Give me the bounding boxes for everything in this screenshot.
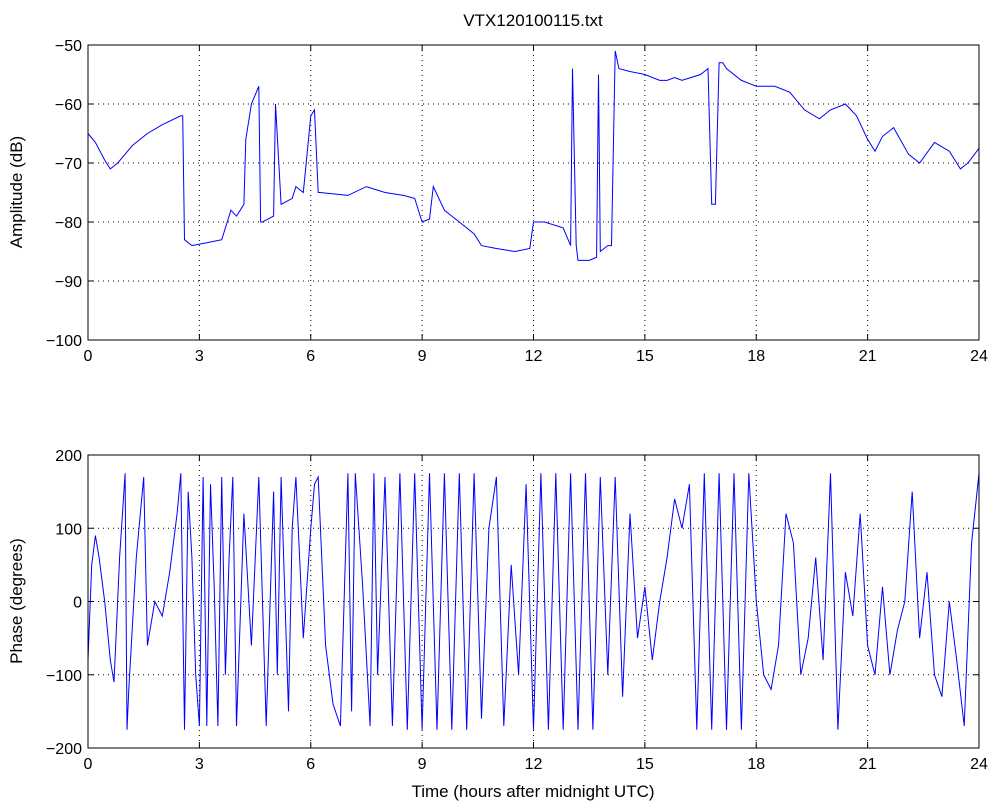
phase-x-tick-label-0: 0 (84, 756, 93, 773)
amplitude-x-tick-label-1: 3 (195, 348, 204, 365)
phase-x-tick-label-1: 3 (195, 756, 204, 773)
amplitude-x-tick-label-0: 0 (84, 348, 93, 365)
amplitude-x-tick-label-6: 18 (747, 348, 765, 365)
amplitude-grid (88, 45, 979, 340)
amplitude-series-line (87, 50, 980, 261)
chart-title: VTX120100115.txt (463, 11, 603, 30)
phase-panel: 0 3 6 9 12 15 18 21 24 −200 −100 0 100 200 Phase (deg… (7, 448, 988, 801)
phase-x-tick-label-7: 21 (859, 756, 877, 773)
phase-x-tick-label-8: 24 (970, 756, 988, 773)
amplitude-x-tick-label-7: 21 (859, 348, 877, 365)
phase-grid (88, 455, 979, 748)
amplitude-panel: 0 3 6 9 12 15 18 21 24 −100 −90 −80 −70 −60 −50 Amplit… (7, 38, 988, 365)
x-axis-label: Time (hours after midnight UTC) (411, 782, 654, 801)
amplitude-y-tick-label-5: −50 (55, 38, 82, 55)
phase-y-tick-label-0: −200 (46, 741, 82, 758)
phase-y-tick-label-4: 200 (55, 448, 82, 465)
phase-x-tick-label-4: 12 (525, 756, 543, 773)
amplitude-y-tick-label-4: −60 (55, 97, 82, 114)
phase-x-tick-label-3: 9 (418, 756, 427, 773)
phase-x-tick-label-5: 15 (636, 756, 654, 773)
phase-ticks: 0 3 6 9 12 15 18 21 24 −200 −100 0 100 200 (46, 448, 988, 773)
amplitude-y-tick-label-1: −90 (55, 274, 82, 291)
amplitude-ticks: 0 3 6 9 12 15 18 21 24 −100 −90 −80 −70 −60 −50 (46, 38, 988, 365)
phase-y-tick-label-2: 0 (73, 595, 82, 612)
phase-series-line (87, 473, 980, 730)
phase-y-tick-label-1: −100 (46, 668, 82, 685)
amplitude-y-tick-label-0: −100 (46, 333, 82, 350)
amplitude-x-tick-label-3: 9 (418, 348, 427, 365)
phase-x-tick-label-6: 18 (747, 756, 765, 773)
amplitude-y-axis-label: Amplitude (dB) (7, 136, 26, 248)
phase-y-axis-label: Phase (degrees) (7, 538, 26, 664)
amplitude-y-tick-label-3: −70 (55, 156, 82, 173)
amplitude-y-tick-label-2: −80 (55, 215, 82, 232)
amplitude-x-tick-label-5: 15 (636, 348, 654, 365)
phase-x-tick-label-2: 6 (306, 756, 315, 773)
amplitude-x-tick-label-8: 24 (970, 348, 988, 365)
amplitude-x-tick-label-4: 12 (525, 348, 543, 365)
amplitude-x-tick-label-2: 6 (306, 348, 315, 365)
phase-y-tick-label-3: 100 (55, 521, 82, 538)
